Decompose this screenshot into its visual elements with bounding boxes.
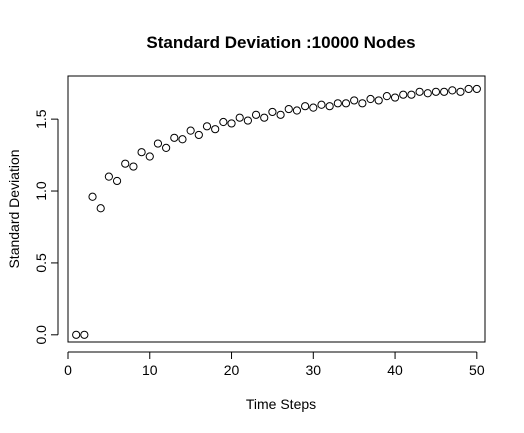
data-point xyxy=(80,330,89,339)
data-point xyxy=(366,94,375,104)
x-tick-label: 0 xyxy=(64,362,72,378)
data-point xyxy=(268,107,277,117)
data-point xyxy=(211,125,220,134)
data-point xyxy=(243,116,252,125)
data-point xyxy=(317,100,326,109)
y-tick-label: 0.5 xyxy=(33,253,49,273)
data-point xyxy=(129,162,138,171)
data-point xyxy=(251,110,261,119)
x-axis: 0 10 20 30 40 50 xyxy=(64,351,485,378)
x-tick-label: 40 xyxy=(387,362,403,378)
chart-title: Standard Deviation :10000 Nodes xyxy=(146,33,415,52)
data-points xyxy=(72,84,481,339)
data-point xyxy=(464,84,473,94)
data-point xyxy=(121,159,130,168)
data-point xyxy=(472,84,481,94)
data-point xyxy=(382,92,391,101)
data-point xyxy=(374,96,383,105)
data-point xyxy=(415,87,424,96)
y-axis: 0.0 0.5 1.0 1.5 xyxy=(33,109,59,345)
data-point xyxy=(350,96,359,105)
data-point xyxy=(178,135,187,144)
data-point xyxy=(407,90,416,99)
x-tick-label: 20 xyxy=(224,362,240,378)
data-point xyxy=(72,330,81,339)
data-point xyxy=(276,110,285,119)
data-point xyxy=(301,102,310,111)
data-point xyxy=(358,99,367,108)
y-tick-label: 1.0 xyxy=(33,181,49,201)
y-tick-label: 0.0 xyxy=(33,325,49,345)
data-point xyxy=(88,192,97,201)
data-point xyxy=(145,152,154,161)
data-point xyxy=(96,204,105,213)
x-tick-label: 50 xyxy=(469,362,485,378)
data-point xyxy=(235,113,244,122)
data-point xyxy=(153,139,163,148)
data-point xyxy=(194,130,203,140)
data-point xyxy=(202,122,212,131)
data-point xyxy=(431,87,441,96)
y-tick-label: 1.5 xyxy=(33,109,49,129)
data-point xyxy=(162,143,171,152)
data-point xyxy=(260,113,269,122)
data-point xyxy=(399,90,408,99)
data-point xyxy=(423,89,432,98)
x-tick-label: 10 xyxy=(142,362,158,378)
data-point xyxy=(186,126,195,135)
plot-frame xyxy=(67,75,486,343)
data-point xyxy=(325,102,334,111)
data-point xyxy=(292,106,302,115)
y-axis-label: Standard Deviation xyxy=(6,149,22,268)
data-point xyxy=(448,86,457,95)
data-point xyxy=(137,148,146,157)
x-axis-label: Time Steps xyxy=(246,396,316,412)
data-point xyxy=(104,172,113,181)
data-point xyxy=(440,87,449,96)
data-point xyxy=(341,99,351,108)
data-point xyxy=(112,176,122,186)
data-point xyxy=(333,99,342,108)
data-point xyxy=(456,87,465,96)
data-point xyxy=(219,117,228,127)
data-point xyxy=(227,119,236,128)
data-point xyxy=(284,104,293,114)
x-tick-label: 30 xyxy=(306,362,322,378)
data-point xyxy=(309,103,318,112)
data-point xyxy=(390,93,400,102)
data-point xyxy=(170,133,179,142)
